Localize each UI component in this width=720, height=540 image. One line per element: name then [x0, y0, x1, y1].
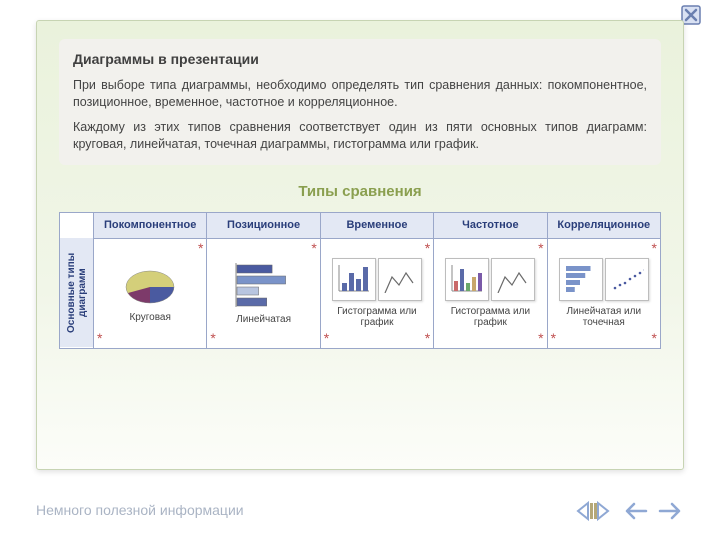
cell-caption: Круговая	[129, 312, 170, 323]
cell-caption: Гистограмма или график	[323, 306, 431, 328]
footer-text: Немного полезной информации	[36, 502, 244, 518]
star-icon: *	[425, 240, 430, 256]
cell-pie: * Круговая *	[94, 238, 207, 348]
line-chart-icon	[496, 263, 530, 293]
hbar-chart-icon	[564, 263, 598, 293]
cell-hbar: * Линейчатая *	[207, 238, 320, 348]
line-chart-icon	[383, 263, 417, 293]
cell-caption: Линейчатая	[236, 314, 291, 325]
col-header: Покомпонентное	[94, 212, 207, 238]
cell-histo-line-2: * Гистограмма или график *	[434, 238, 547, 348]
cell-bar-scatter: * Линейчатая или точечная * *	[547, 238, 660, 348]
col-header: Позиционное	[207, 212, 320, 238]
cell-histo-line-1: * Гистограмма или график * *	[320, 238, 433, 348]
col-header: Временное	[320, 212, 433, 238]
hbar-chart-icon	[232, 261, 296, 309]
row-header: Основные типы диаграмм	[60, 238, 94, 348]
star-icon: *	[210, 330, 215, 346]
star-icon: *	[97, 330, 102, 346]
nav-next-button[interactable]	[658, 500, 684, 522]
paragraph-2: Каждому из этих типов сравнения соответс…	[73, 119, 647, 153]
star-icon: *	[425, 330, 430, 346]
col-header: Корреляционное	[547, 212, 660, 238]
text-block: Диаграммы в презентации При выборе типа …	[59, 39, 661, 165]
cell-caption: Линейчатая или точечная	[550, 306, 658, 328]
scatter-chart-icon	[610, 263, 644, 293]
star-icon: *	[551, 330, 556, 346]
star-icon: *	[538, 330, 543, 346]
table-corner	[60, 212, 94, 238]
nav-controls	[574, 500, 684, 522]
star-icon: *	[324, 330, 329, 346]
content-frame: Диаграммы в презентации При выборе типа …	[36, 20, 684, 470]
histogram-icon	[337, 263, 371, 293]
comparison-table: Покомпонентное Позиционное Временное Час…	[59, 212, 661, 349]
subtitle: Типы сравнения	[59, 183, 661, 200]
pie-chart-icon	[121, 263, 179, 307]
cell-caption: Гистограмма или график	[436, 306, 544, 328]
col-header: Частотное	[434, 212, 547, 238]
star-icon: *	[538, 240, 543, 256]
star-icon: *	[652, 240, 657, 256]
histogram-icon	[450, 263, 484, 293]
paragraph-1: При выборе типа диаграммы, необходимо оп…	[73, 77, 647, 111]
star-icon: *	[198, 240, 203, 256]
nav-start-button[interactable]	[574, 500, 612, 522]
heading: Диаграммы в презентации	[73, 51, 647, 67]
nav-prev-button[interactable]	[622, 500, 648, 522]
star-icon: *	[311, 240, 316, 256]
star-icon: *	[652, 330, 657, 346]
slide: Диаграммы в презентации При выборе типа …	[0, 0, 720, 540]
